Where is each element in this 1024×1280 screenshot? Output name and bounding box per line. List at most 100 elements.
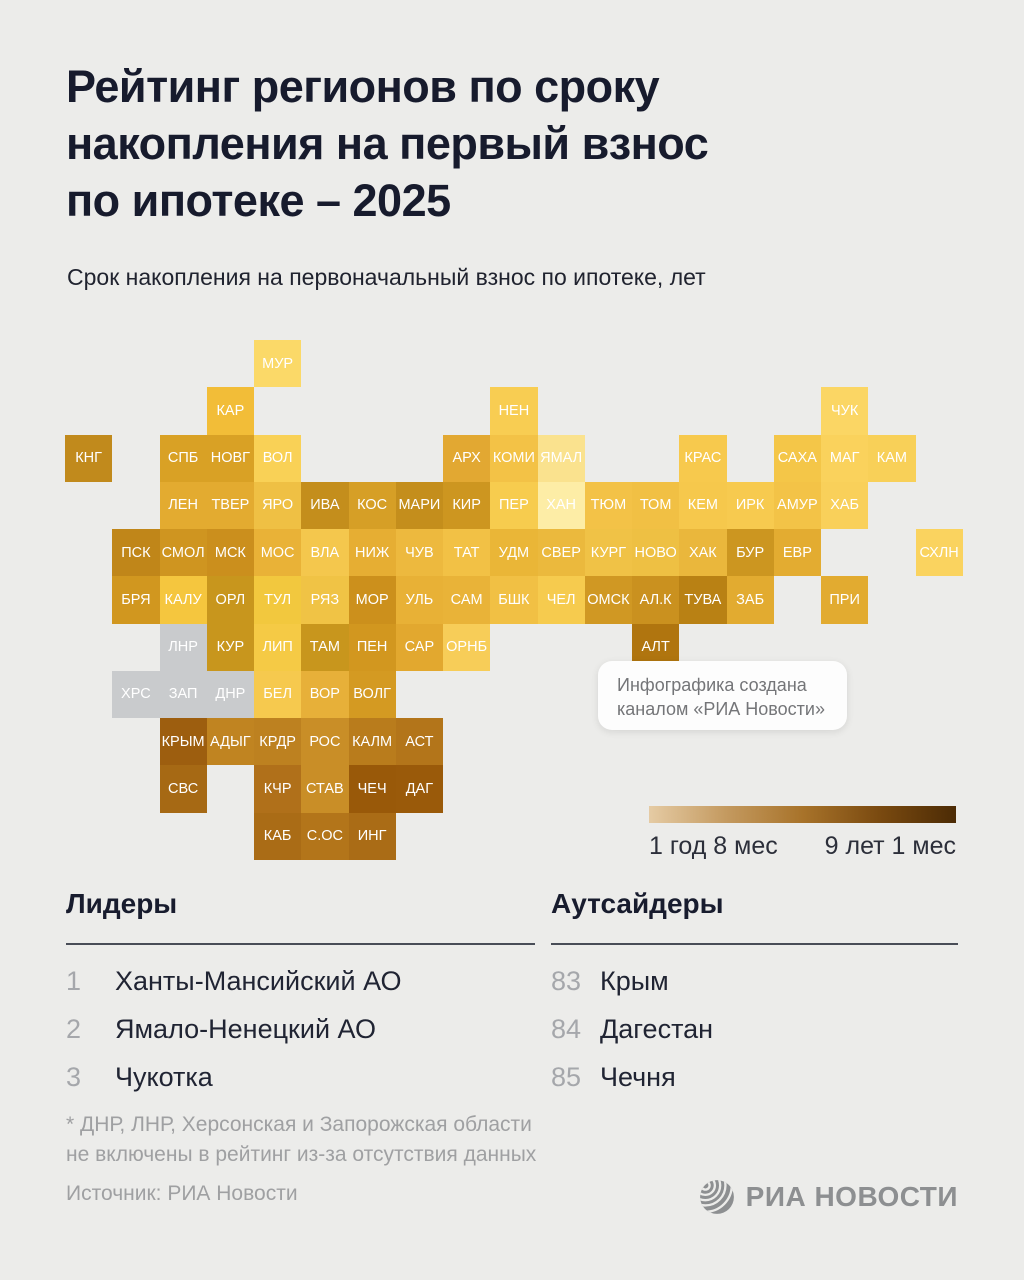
list-item-name: Чукотка: [115, 1061, 213, 1092]
page-title: Рейтинг регионов по сроку накопления на …: [66, 58, 709, 229]
page-title-line2: накопления на первый взнос: [66, 118, 709, 169]
list-item-name: Крым: [600, 965, 669, 996]
region-tile-ЛЕН: ЛЕН: [159, 481, 207, 529]
region-tile-КАР: КАР: [206, 387, 254, 435]
list-item: 2 Ямало-Ненецкий АО: [66, 1005, 535, 1053]
region-tile-ТОМ: ТОМ: [632, 481, 680, 529]
region-tile-МОС: МОС: [254, 529, 302, 577]
region-tile-КНГ: КНГ: [65, 434, 113, 482]
region-tile-ИРК: ИРК: [726, 481, 774, 529]
list-item: 85 Чечня: [551, 1053, 958, 1101]
region-tile-ТУЛ: ТУЛ: [254, 576, 302, 624]
region-tile-ЧУВ: ЧУВ: [395, 529, 443, 577]
page-title-line3: по ипотеке – 2025: [66, 175, 451, 226]
list-item: 3 Чукотка: [66, 1053, 535, 1101]
list-item-rank: 2: [66, 1013, 82, 1044]
region-tile-ЯМАЛ: ЯМАЛ: [537, 434, 585, 482]
leaders-list: 1 Ханты-Мансийский АО 2 Ямало-Ненецкий АО 3 Ч…: [66, 957, 535, 1101]
region-tile-ХАН: ХАН: [537, 481, 585, 529]
region-tile-РОС: РОС: [301, 718, 349, 766]
region-tile-ТУВА: ТУВА: [679, 576, 727, 624]
region-tile-ОРЛ: ОРЛ: [206, 576, 254, 624]
region-tile-ПРИ: ПРИ: [821, 576, 869, 624]
region-tile-НОВГ: НОВГ: [206, 434, 254, 482]
region-tile-БШК: БШК: [490, 576, 538, 624]
source-label: Источник: РИА Новости: [66, 1182, 298, 1205]
list-item: 83 Крым: [551, 957, 958, 1005]
region-tile-АМУР: АМУР: [773, 481, 821, 529]
region-tile-ТАТ: ТАТ: [443, 529, 491, 577]
region-tile-ВОЛГ: ВОЛГ: [348, 670, 396, 718]
region-tile-КИР: КИР: [443, 481, 491, 529]
region-tile-ЧЕЛ: ЧЕЛ: [537, 576, 585, 624]
region-tile-БУР: БУР: [726, 529, 774, 577]
region-tile-СХЛН: СХЛН: [915, 529, 963, 577]
legend-labels: 1 год 8 мес 9 лет 1 мес: [649, 832, 956, 861]
region-tile-МУР: МУР: [254, 340, 302, 388]
region-tile-СМОЛ: СМОЛ: [159, 529, 207, 577]
region-tile-НЕН: НЕН: [490, 387, 538, 435]
leaders-divider: [66, 943, 535, 945]
region-tile-ДНР: ДНР: [206, 670, 254, 718]
region-tile-КЕМ: КЕМ: [679, 481, 727, 529]
region-tile-КАМ: КАМ: [868, 434, 916, 482]
list-item-name: Ханты-Мансийский АО: [115, 965, 402, 996]
region-tile-МАРИ: МАРИ: [395, 481, 443, 529]
outsiders-heading: Аутсайдеры: [551, 888, 724, 919]
region-tile-БЕЛ: БЕЛ: [254, 670, 302, 718]
region-tile-ВОЛ: ВОЛ: [254, 434, 302, 482]
region-tile-КУРГ: КУРГ: [584, 529, 632, 577]
region-tile-РЯЗ: РЯЗ: [301, 576, 349, 624]
list-item-rank: 83: [551, 965, 582, 996]
list-item-rank: 84: [551, 1013, 582, 1044]
region-tile-САР: САР: [395, 623, 443, 671]
region-tile-МАГ: МАГ: [821, 434, 869, 482]
region-tile-УЛЬ: УЛЬ: [395, 576, 443, 624]
region-tile-КАЛМ: КАЛМ: [348, 718, 396, 766]
region-tile-УДМ: УДМ: [490, 529, 538, 577]
region-tile-НОВО: НОВО: [632, 529, 680, 577]
region-tile-ВЛА: ВЛА: [301, 529, 349, 577]
list-item-rank: 85: [551, 1061, 582, 1092]
region-tile-КРДР: КРДР: [254, 718, 302, 766]
list-item-name: Чечня: [600, 1061, 676, 1092]
region-tile-АЛ.К: АЛ.К: [632, 576, 680, 624]
region-tile-ЗАП: ЗАП: [159, 670, 207, 718]
region-tile-СТАВ: СТАВ: [301, 765, 349, 813]
region-tile-С.ОС: С.ОС: [301, 812, 349, 860]
list-item-name: Ямало-Ненецкий АО: [115, 1013, 376, 1044]
region-tile-ТАМ: ТАМ: [301, 623, 349, 671]
outsiders-divider: [551, 943, 958, 945]
region-tile-ЧУК: ЧУК: [821, 387, 869, 435]
region-tile-ПЕН: ПЕН: [348, 623, 396, 671]
annotation-line2: каналом «РИА Новости»: [617, 699, 825, 719]
leaders-section: Лидеры 1 Ханты-Мансийский АО 2 Ямало-Ненецк…: [66, 888, 535, 1101]
footnote-line1: * ДНР, ЛНР, Херсонская и Запорожская обл…: [66, 1113, 532, 1136]
annotation-card: Инфографика создана каналом «РИА Новости…: [598, 661, 847, 730]
page-title-line1: Рейтинг регионов по сроку: [66, 61, 660, 112]
footnote: * ДНР, ЛНР, Херсонская и Запорожская обл…: [66, 1110, 536, 1170]
region-tile-ЗАБ: ЗАБ: [726, 576, 774, 624]
leaders-heading: Лидеры: [66, 888, 178, 919]
list-item-rank: 3: [66, 1061, 82, 1092]
region-tile-ЧЕЧ: ЧЕЧ: [348, 765, 396, 813]
legend-max-label: 9 лет 1 мес: [824, 832, 956, 860]
region-tile-АДЫГ: АДЫГ: [206, 718, 254, 766]
legend-min-label: 1 год 8 мес: [649, 832, 778, 860]
region-tile-АСТ: АСТ: [395, 718, 443, 766]
region-tile-КОМИ: КОМИ: [490, 434, 538, 482]
region-tile-САМ: САМ: [443, 576, 491, 624]
region-tile-ТВЕР: ТВЕР: [206, 481, 254, 529]
list-item-name: Дагестан: [600, 1013, 714, 1044]
region-tile-КРЫМ: КРЫМ: [159, 718, 207, 766]
region-tile-МОР: МОР: [348, 576, 396, 624]
region-tile-ИВА: ИВА: [301, 481, 349, 529]
page-subtitle: Срок накопления на первоначальный взнос …: [67, 264, 706, 290]
ria-globe-icon: [699, 1180, 734, 1214]
region-tile-СВЕР: СВЕР: [537, 529, 585, 577]
region-tile-КРАС: КРАС: [679, 434, 727, 482]
logo-text: РИА НОВОСТИ: [745, 1181, 958, 1212]
region-tile-НИЖ: НИЖ: [348, 529, 396, 577]
region-tile-ПСК: ПСК: [112, 529, 160, 577]
